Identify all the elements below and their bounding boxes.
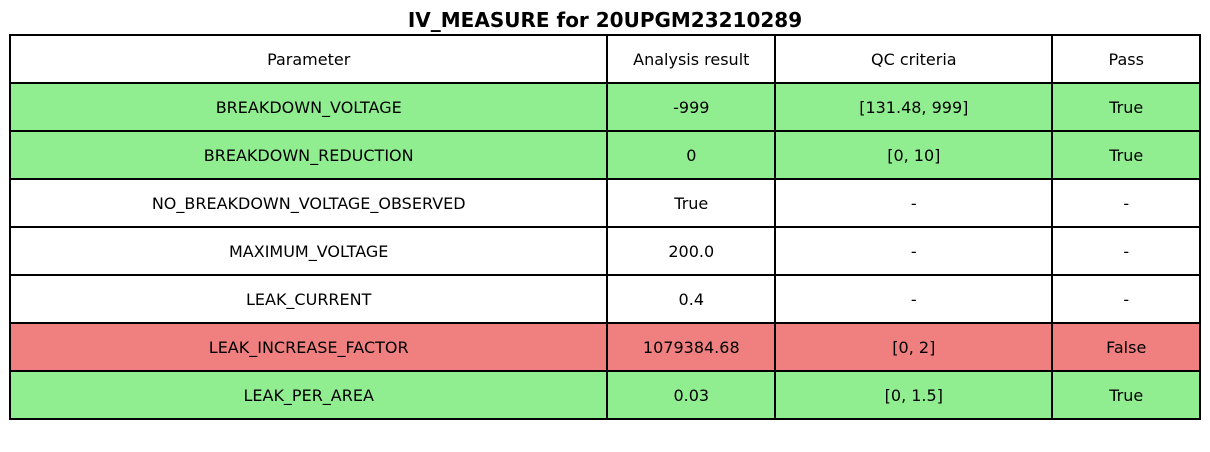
qc-results-table: Parameter Analysis result QC criteria Pa…: [8, 34, 1201, 420]
page-title: IV_MEASURE for 20UPGM23210289: [407, 8, 803, 32]
criteria-cell: [0, 2]: [774, 322, 1054, 372]
table-body: BREAKDOWN_VOLTAGE -999 [131.48, 999] Tru…: [8, 82, 1201, 420]
parameter-cell: BREAKDOWN_REDUCTION: [8, 130, 609, 180]
pass-cell: True: [1051, 370, 1201, 420]
criteria-cell: [0, 10]: [774, 130, 1054, 180]
criteria-cell: -: [774, 274, 1054, 324]
table-row: LEAK_INCREASE_FACTOR 1079384.68 [0, 2] F…: [8, 322, 1201, 372]
header-row: Parameter Analysis result QC criteria Pa…: [8, 34, 1201, 84]
pass-cell: False: [1051, 322, 1201, 372]
table-row: BREAKDOWN_REDUCTION 0 [0, 10] True: [8, 130, 1201, 180]
header-cell-result: Analysis result: [606, 34, 777, 84]
result-cell: True: [606, 178, 777, 228]
table-header: Parameter Analysis result QC criteria Pa…: [8, 34, 1201, 84]
result-cell: -999: [606, 82, 777, 132]
header-cell-criteria: QC criteria: [774, 34, 1054, 84]
result-cell: 1079384.68: [606, 322, 777, 372]
table-row: LEAK_PER_AREA 0.03 [0, 1.5] True: [8, 370, 1201, 420]
criteria-cell: -: [774, 178, 1054, 228]
pass-cell: -: [1051, 226, 1201, 276]
parameter-cell: MAXIMUM_VOLTAGE: [8, 226, 609, 276]
pass-cell: -: [1051, 274, 1201, 324]
header-cell-parameter: Parameter: [8, 34, 609, 84]
result-cell: 200.0: [606, 226, 777, 276]
parameter-cell: LEAK_PER_AREA: [8, 370, 609, 420]
table-row: NO_BREAKDOWN_VOLTAGE_OBSERVED True - -: [8, 178, 1201, 228]
criteria-cell: [131.48, 999]: [774, 82, 1054, 132]
result-cell: 0.4: [606, 274, 777, 324]
result-cell: 0: [606, 130, 777, 180]
table-row: BREAKDOWN_VOLTAGE -999 [131.48, 999] Tru…: [8, 82, 1201, 132]
pass-cell: True: [1051, 130, 1201, 180]
criteria-cell: [0, 1.5]: [774, 370, 1054, 420]
table-row: MAXIMUM_VOLTAGE 200.0 - -: [8, 226, 1201, 276]
criteria-cell: -: [774, 226, 1054, 276]
parameter-cell: LEAK_CURRENT: [8, 274, 609, 324]
result-cell: 0.03: [606, 370, 777, 420]
pass-cell: True: [1051, 82, 1201, 132]
table-row: LEAK_CURRENT 0.4 - -: [8, 274, 1201, 324]
pass-cell: -: [1051, 178, 1201, 228]
header-cell-pass: Pass: [1051, 34, 1201, 84]
parameter-cell: LEAK_INCREASE_FACTOR: [8, 322, 609, 372]
parameter-cell: BREAKDOWN_VOLTAGE: [8, 82, 609, 132]
parameter-cell: NO_BREAKDOWN_VOLTAGE_OBSERVED: [8, 178, 609, 228]
